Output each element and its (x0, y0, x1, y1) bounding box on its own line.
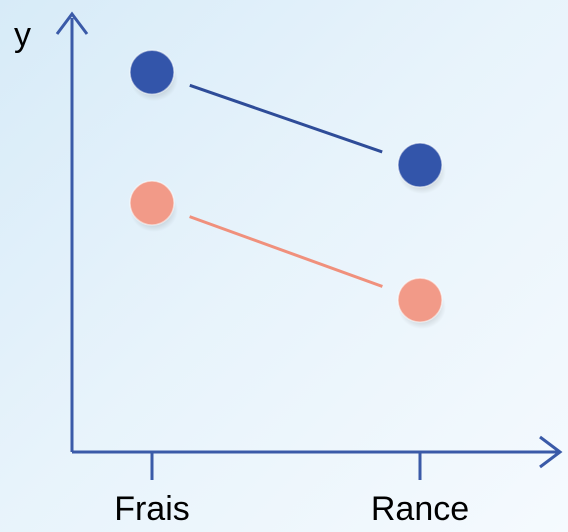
data-point-1-rance (397, 142, 443, 188)
data-point-2-rance (397, 277, 443, 323)
x-tick-label: Frais (114, 490, 190, 528)
axes: y (14, 11, 563, 469)
series-layer (129, 49, 446, 330)
y-axis-label: y (14, 16, 31, 54)
series-line-1 (189, 83, 383, 154)
data-point-1-frais (129, 49, 175, 95)
y-axis-arrow (55, 11, 89, 35)
x-ticks: Frais Rance (114, 452, 469, 528)
x-axis-arrow (539, 435, 563, 469)
x-tick-label: Rance (371, 490, 469, 528)
data-point-2-frais (129, 180, 175, 226)
series-line-2 (189, 215, 383, 288)
